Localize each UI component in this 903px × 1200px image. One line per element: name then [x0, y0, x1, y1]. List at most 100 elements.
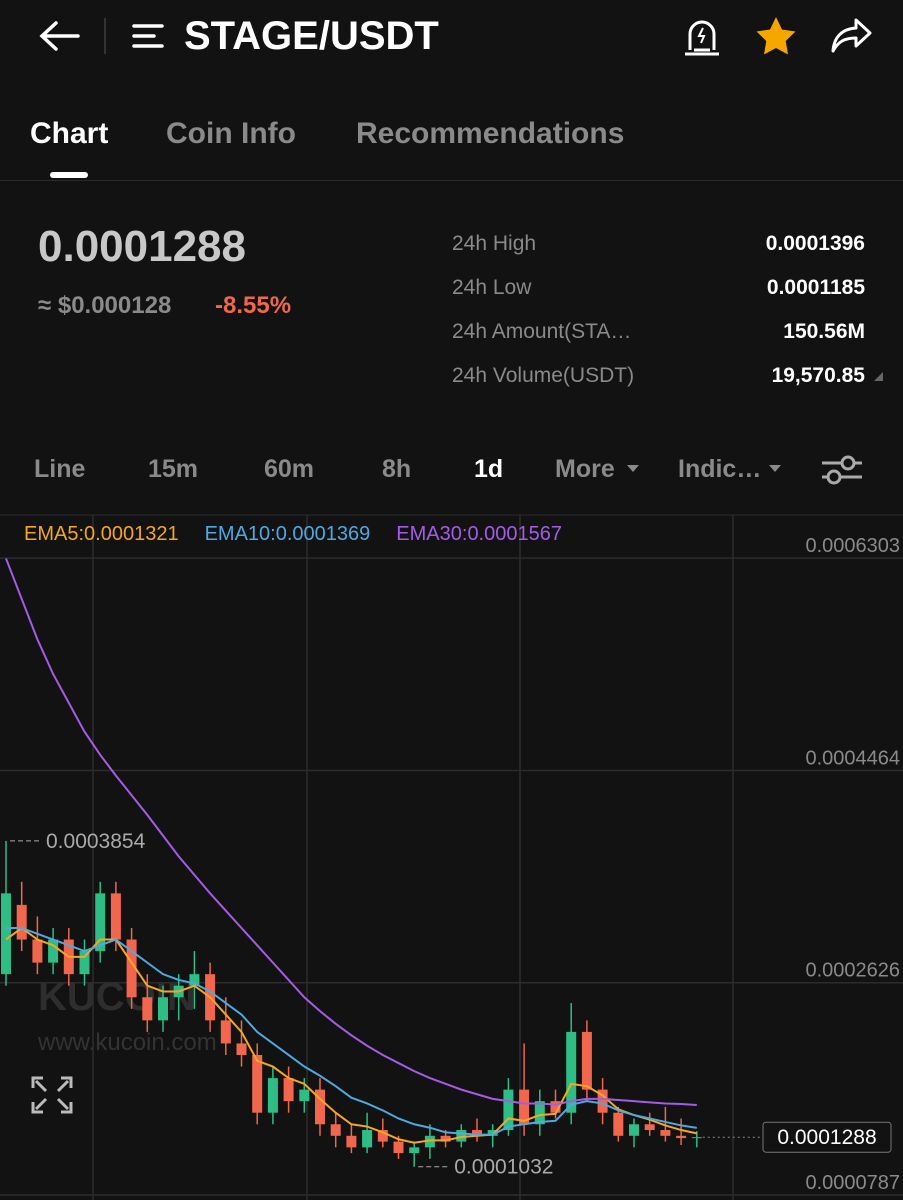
menu-icon[interactable] — [132, 22, 166, 52]
back-button[interactable] — [38, 18, 82, 54]
candle-body — [220, 1020, 231, 1044]
candle-body — [377, 1130, 388, 1142]
candle-body — [660, 1130, 671, 1136]
candle-body — [142, 997, 153, 1021]
current-price-box — [762, 1121, 892, 1153]
usd-price: ≈ $0.000128 — [38, 292, 172, 319]
stat-label: 24h Volume(USDT) — [452, 364, 635, 387]
candle-body — [424, 1135, 435, 1148]
pair-title: STAGE/USDT — [184, 14, 439, 58]
candle-body — [346, 1135, 357, 1148]
tab[interactable]: Coin Info — [166, 117, 296, 150]
legend-name: EMA5: — [24, 523, 84, 545]
tab-indicator — [50, 172, 88, 178]
y-tick-label: 0.0000787 — [805, 1172, 900, 1194]
candle-body — [126, 939, 137, 998]
candle-body — [676, 1135, 687, 1139]
candle-body — [503, 1089, 514, 1131]
sort-icon — [874, 372, 883, 381]
candle-body — [566, 1031, 577, 1113]
watermark-url: www.kucoin.com — [37, 1029, 217, 1056]
candle-body — [519, 1089, 530, 1125]
divider — [0, 180, 903, 181]
dropdown-icon — [627, 465, 639, 472]
stat-label: 24h Amount(STA… — [452, 320, 632, 343]
legend-value: 0.0001567 — [467, 523, 562, 545]
alert-icon[interactable] — [682, 16, 722, 58]
legend-entry: EMA10:0.0001369 — [205, 523, 371, 545]
legend-entry: EMA5:0.0001321 — [24, 523, 179, 545]
interval[interactable]: Indic… — [678, 455, 762, 483]
legend-value: 0.0001321 — [84, 523, 179, 545]
stat-value: 19,570.85 — [771, 364, 865, 387]
candle-body — [534, 1101, 545, 1125]
legend: EMA5:0.0001321 EMA10:0.0001369 EMA30:0.000… — [24, 523, 562, 545]
ema-line — [5, 926, 698, 1144]
settings-icon[interactable] — [820, 452, 864, 488]
candle-body — [158, 997, 168, 1021]
fullscreen-icon[interactable] — [31, 1076, 73, 1114]
candle-body — [629, 1124, 639, 1136]
candle-body — [440, 1135, 451, 1142]
dropdown-icon — [769, 465, 781, 472]
divider — [104, 18, 106, 54]
candle-body — [16, 904, 27, 940]
y-tick-label: 0.0002626 — [805, 960, 900, 982]
candle-body — [236, 1043, 247, 1055]
stat-label: 24h High — [452, 232, 537, 255]
last-price: 0.0001288 — [38, 222, 246, 271]
ema-line — [5, 558, 697, 1106]
candle-body — [110, 893, 121, 940]
vertical-grid — [92, 515, 734, 1200]
share-icon[interactable] — [830, 16, 874, 56]
candle-body — [48, 939, 59, 963]
current-price-label: 0.0001288 — [777, 1126, 876, 1149]
legend-entry: EMA30:0.0001567 — [396, 523, 562, 545]
y-tick-label: 0.0006303 — [805, 535, 900, 557]
interval[interactable]: Line — [34, 455, 86, 483]
candle-body — [32, 939, 43, 963]
interval[interactable]: 1d — [474, 455, 504, 483]
candle-body — [472, 1130, 482, 1136]
candle-body — [252, 1054, 263, 1113]
candle-body — [330, 1124, 341, 1136]
tab[interactable]: Chart — [30, 117, 109, 150]
legend-value: 0.0001369 — [276, 523, 371, 545]
y-tick-label: 0.0004464 — [805, 748, 900, 770]
candle-body — [409, 1147, 420, 1154]
tab[interactable]: Recommendations — [356, 117, 625, 150]
stat-label: 24h Low — [452, 276, 532, 299]
interval[interactable]: 15m — [148, 455, 199, 483]
candle-body — [283, 1078, 294, 1102]
interval[interactable]: 8h — [382, 455, 412, 483]
interval[interactable]: More — [555, 455, 615, 483]
high-marker-label: 0.0003854 — [46, 830, 146, 853]
candle-body — [550, 1101, 561, 1113]
candle-body — [581, 1031, 592, 1090]
candle-body — [644, 1124, 655, 1131]
candle-body — [456, 1130, 467, 1142]
candle-body — [267, 1078, 278, 1113]
price-change: -8.55% — [215, 292, 292, 319]
ema-line — [6, 926, 697, 1136]
watermark: KUCOIN — [38, 975, 196, 1019]
candle-body — [362, 1130, 373, 1148]
stat-value: 0.0001396 — [765, 232, 865, 255]
candle-body — [487, 1130, 498, 1136]
stat-value: 150.56M — [783, 320, 865, 343]
stat-value: 0.0001185 — [766, 276, 865, 299]
candle-body — [315, 1089, 325, 1125]
candle-body — [1, 893, 11, 975]
candle-body — [393, 1141, 404, 1154]
candle-body — [597, 1089, 608, 1113]
low-marker-label: 0.0001032 — [454, 1156, 553, 1179]
candle-body — [299, 1089, 310, 1102]
candle-body — [95, 893, 106, 952]
favorite-icon[interactable] — [754, 14, 798, 56]
candle-body — [79, 951, 90, 975]
interval[interactable]: 60m — [264, 455, 315, 483]
legend-name: EMA30: — [396, 523, 467, 545]
candle-body — [691, 1137, 702, 1139]
